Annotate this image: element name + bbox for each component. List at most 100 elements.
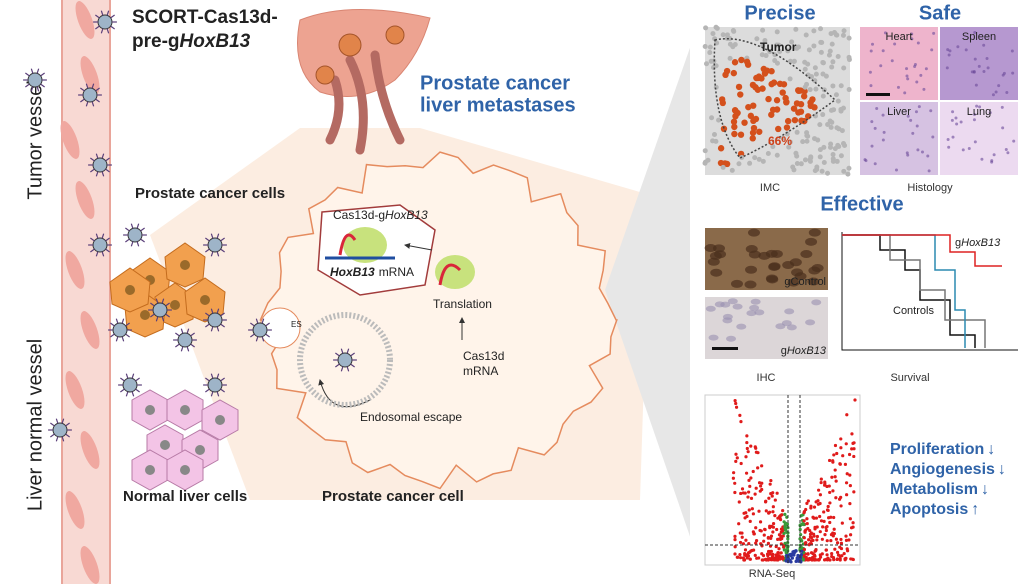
gene-point — [770, 554, 775, 559]
nanoparticle — [207, 377, 223, 393]
gene-point — [845, 413, 849, 417]
peptide — [95, 25, 100, 30]
gene-point — [791, 550, 795, 555]
tissue-nucleus — [951, 110, 955, 114]
imc-cell — [750, 102, 757, 109]
imc-cell — [750, 117, 757, 125]
gene-point — [850, 557, 855, 561]
imc-cell — [730, 27, 736, 33]
peptide — [346, 366, 350, 372]
nucleus — [800, 250, 813, 259]
peptide — [335, 352, 340, 357]
peptide — [175, 343, 180, 348]
peptide — [190, 343, 195, 348]
gene-point — [798, 527, 802, 532]
gene-point — [820, 537, 824, 541]
survival-curve — [842, 234, 986, 348]
imc-cell — [805, 72, 811, 78]
peptide — [95, 98, 100, 103]
tissue-nucleus — [978, 105, 982, 109]
gene-point — [811, 555, 815, 560]
imc-cell — [818, 26, 824, 32]
tissue-nucleus — [883, 31, 887, 35]
tissue-nucleus — [919, 73, 923, 77]
peptide — [161, 298, 165, 304]
imc-cell — [722, 71, 729, 79]
gene-point — [824, 548, 828, 552]
gene-point — [839, 537, 843, 542]
nucleus — [722, 317, 733, 324]
imc-cell — [705, 157, 711, 163]
gene-point — [852, 454, 856, 459]
gene-point — [825, 508, 830, 512]
imc-cell — [749, 129, 757, 136]
gene-point — [805, 522, 809, 526]
imc-cell — [775, 125, 782, 133]
effect-label: Proliferation — [890, 441, 984, 458]
nanoparticle — [127, 227, 143, 243]
es-label: ES — [291, 320, 302, 329]
red-blood-cells — [60, 1, 100, 584]
imc-cell — [828, 124, 834, 130]
imc-cell — [812, 65, 818, 71]
imc-cell — [785, 48, 791, 54]
imc-cell — [790, 105, 798, 112]
tissue-nucleus — [961, 148, 965, 152]
tissue-nucleus — [910, 37, 914, 41]
imc-cell — [752, 84, 759, 91]
gene-point — [811, 515, 815, 519]
imc-cell — [777, 49, 783, 55]
peptide — [65, 433, 70, 438]
peptide — [205, 248, 210, 253]
peptide — [210, 391, 214, 397]
imc-cell — [791, 116, 799, 124]
ihc-gene: HoxB13 — [787, 345, 827, 357]
imc-cell — [806, 47, 812, 53]
gene-point — [823, 533, 827, 537]
peptide — [175, 332, 180, 337]
imc-cell — [804, 81, 810, 87]
gene-point — [775, 527, 779, 532]
nucleus — [180, 260, 190, 270]
imc-cell — [846, 35, 852, 41]
tissue-nucleus — [1004, 148, 1008, 152]
gene-point — [747, 508, 751, 512]
tissue-nucleus — [973, 30, 977, 34]
gene-point — [839, 446, 843, 450]
gene-point — [848, 484, 852, 488]
gene-point — [812, 532, 816, 536]
tissue-nucleus — [916, 148, 920, 152]
imc-cell — [834, 125, 840, 131]
liver — [297, 9, 431, 97]
gene-point — [802, 519, 806, 523]
tissue-nucleus — [959, 120, 963, 124]
tissue-nucleus — [954, 116, 958, 120]
imc-cell — [711, 132, 717, 138]
nucleus — [170, 300, 180, 310]
histology-label: Spleen — [962, 31, 996, 43]
imc-cell — [756, 128, 763, 135]
imc-cell — [804, 113, 812, 120]
peptide — [220, 377, 225, 382]
endosomal-escape-label: Endosomal escape — [360, 410, 462, 424]
peptide — [130, 241, 134, 247]
gene-point — [774, 553, 778, 557]
imc-cell — [829, 41, 835, 47]
peptide — [136, 223, 140, 229]
peptide — [100, 10, 104, 16]
gene-point — [733, 552, 737, 556]
peptide — [91, 83, 95, 89]
peptide — [125, 333, 130, 338]
gene-point — [834, 479, 838, 483]
tissue-nucleus — [929, 109, 933, 113]
nucleus — [215, 415, 225, 425]
gene-point — [745, 434, 749, 438]
peptide — [216, 308, 220, 314]
tissue-nucleus — [909, 118, 913, 122]
gene-point — [745, 446, 749, 451]
effect: Angiogenesis ↓ — [890, 461, 1006, 478]
peptide — [220, 237, 225, 242]
imc-cell — [839, 128, 845, 134]
gene-point — [735, 456, 739, 460]
imc-cell — [846, 165, 852, 171]
